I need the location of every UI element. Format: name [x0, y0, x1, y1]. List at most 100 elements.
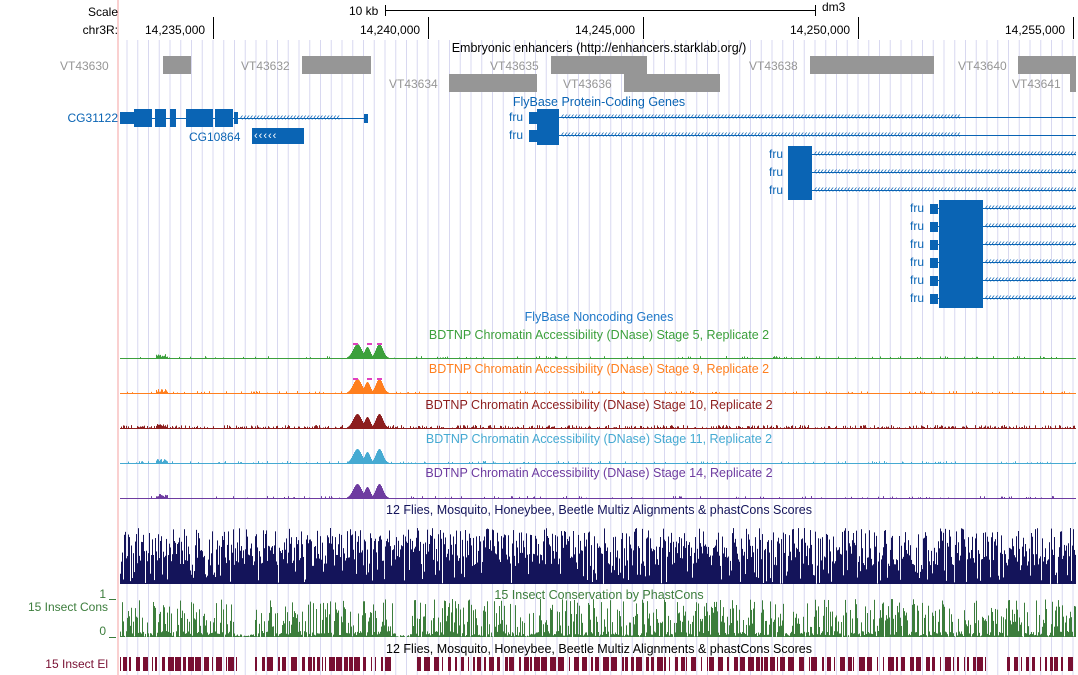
enhancer-label[interactable]: VT43635: [490, 59, 539, 73]
gene-intron-line[interactable]: [529, 135, 1076, 136]
dnase-signal-bar: [357, 449, 358, 463]
dnase-signal-bar: [539, 425, 540, 428]
gene-exon[interactable]: [930, 258, 938, 268]
enhancer-block[interactable]: [449, 74, 537, 92]
multiz-bar: [431, 536, 432, 584]
gene-label-fru[interactable]: fru: [910, 237, 925, 251]
gene-label-fru[interactable]: fru: [910, 291, 925, 305]
gene-block-cg10864[interactable]: ‹‹‹‹‹: [252, 128, 304, 144]
gene-exon[interactable]: [930, 294, 938, 304]
gene-intron-line[interactable]: [930, 226, 1076, 227]
dnase-signal-bar: [160, 391, 161, 393]
gene-intron-line[interactable]: [930, 262, 1076, 263]
gene-exon[interactable]: [939, 236, 983, 254]
dnase-signal-bar: [176, 425, 177, 428]
dnase-signal-bar: [160, 354, 161, 358]
enhancer-block[interactable]: [810, 56, 934, 74]
enhancer-label[interactable]: VT43636: [563, 77, 612, 91]
phastcons-bar: [737, 620, 738, 637]
dnase-signal-bar: [940, 426, 941, 428]
gene-label-fru[interactable]: fru: [910, 201, 925, 215]
multiz-bar: [904, 542, 905, 584]
gene-intron-line[interactable]: [930, 298, 1076, 299]
enhancer-block[interactable]: [551, 56, 647, 74]
dnase-signal-bar: [1005, 427, 1006, 428]
dnase-signal-bar: [358, 484, 359, 498]
gene-exon[interactable]: [939, 200, 983, 218]
multiz-bar: [894, 564, 895, 584]
gene-exon[interactable]: [186, 109, 213, 127]
gene-exon[interactable]: [215, 109, 233, 127]
phastcons-bar: [764, 634, 765, 637]
gene-intron-line[interactable]: [930, 208, 1076, 209]
enhancer-block[interactable]: [163, 56, 191, 74]
gene-exon[interactable]: [939, 254, 983, 272]
enhancer-block[interactable]: [1018, 56, 1076, 74]
gene-label-fru[interactable]: fru: [910, 273, 925, 287]
enhancer-label[interactable]: VT43632: [241, 59, 290, 73]
gene-intron-line[interactable]: [120, 118, 368, 119]
enhancer-block[interactable]: [1070, 74, 1076, 92]
enhancer-block[interactable]: [302, 56, 371, 74]
gene-exon[interactable]: [234, 112, 238, 124]
gene-intron-line[interactable]: [788, 190, 1076, 191]
gene-exon[interactable]: [930, 204, 938, 214]
gene-exon[interactable]: [537, 127, 559, 145]
dnase-signal-bar: [374, 492, 375, 498]
dnase-signal-bar: [396, 391, 397, 393]
gene-label-cg31122[interactable]: CG31122: [67, 111, 118, 125]
gene-exon[interactable]: [788, 164, 812, 182]
gene-exon[interactable]: [529, 130, 537, 142]
elements-side-label[interactable]: 15 Insect El: [45, 657, 108, 671]
gene-label-fru[interactable]: fru: [769, 147, 784, 161]
enhancer-label[interactable]: VT43638: [749, 59, 798, 73]
gene-label-cg10864[interactable]: CG10864: [189, 130, 241, 144]
gene-intron-line[interactable]: [930, 244, 1076, 245]
phastcons-side-label[interactable]: 15 Insect Cons: [27, 600, 108, 614]
gene-label-fru[interactable]: fru: [769, 183, 784, 197]
gene-label-fru[interactable]: fru: [910, 255, 925, 269]
gene-intron-line[interactable]: [529, 117, 1076, 118]
enhancer-block[interactable]: [624, 74, 720, 92]
gene-intron-line[interactable]: [788, 172, 1076, 173]
gene-exon[interactable]: [939, 290, 983, 308]
gene-exon[interactable]: [170, 109, 176, 127]
enhancer-label[interactable]: VT43640: [958, 59, 1007, 73]
phastcons-bar: [326, 617, 327, 637]
multiz-bar: [133, 553, 134, 584]
gene-label-fru[interactable]: fru: [509, 110, 524, 124]
gene-exon[interactable]: [930, 240, 938, 250]
gene-exon[interactable]: [134, 109, 152, 127]
dnase-signal-bar: [483, 461, 484, 463]
gene-label-fru[interactable]: fru: [910, 219, 925, 233]
gene-exon[interactable]: [788, 182, 812, 200]
enhancer-label[interactable]: VT43630: [60, 59, 109, 73]
multiz-bar: [125, 531, 126, 584]
gene-exon[interactable]: [930, 222, 938, 232]
gene-exon[interactable]: [529, 112, 537, 124]
phastcons-bar: [902, 635, 903, 637]
gene-intron-line[interactable]: [930, 280, 1076, 281]
ymin-tick: [109, 637, 116, 638]
gene-exon[interactable]: [788, 146, 812, 164]
gene-exon[interactable]: [537, 109, 559, 127]
gene-exon[interactable]: [120, 112, 134, 124]
enhancer-label[interactable]: VT43634: [389, 77, 438, 91]
dnase-signal-bar: [1004, 497, 1005, 498]
gene-exon[interactable]: [930, 276, 938, 286]
enhancer-label[interactable]: VT43641: [1012, 77, 1061, 91]
gene-exon[interactable]: [939, 218, 983, 236]
phastcons-bar: [132, 633, 133, 637]
multiz-bar: [599, 546, 600, 584]
gene-label-fru[interactable]: fru: [769, 165, 784, 179]
gene-exon[interactable]: [364, 114, 368, 123]
dnase-signal-bar: [777, 357, 778, 358]
gene-exon[interactable]: [939, 272, 983, 290]
gene-intron-line[interactable]: [788, 154, 1076, 155]
gene-label-fru[interactable]: fru: [509, 128, 524, 142]
strand-arrows: ‹‹‹‹‹‹‹‹‹‹‹‹‹‹‹‹‹‹‹‹‹‹‹‹‹‹‹‹‹‹‹‹‹‹‹‹‹‹‹‹…: [561, 130, 961, 140]
dnase-signal-bar: [552, 426, 553, 428]
multiz-bar: [423, 543, 424, 584]
gene-exon[interactable]: [155, 109, 166, 127]
